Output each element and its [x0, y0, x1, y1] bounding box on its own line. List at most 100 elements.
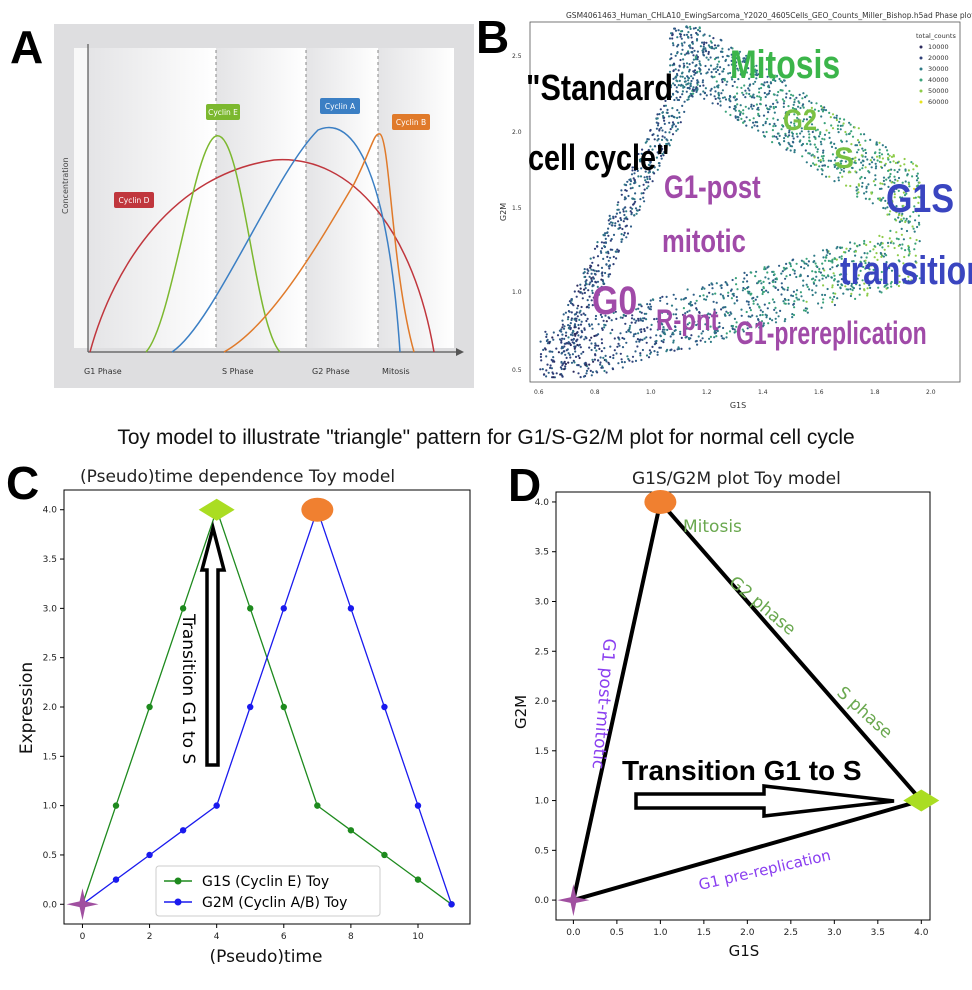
- cell-point: [596, 280, 600, 283]
- cell-point: [858, 284, 861, 287]
- cell-point: [574, 355, 578, 358]
- cell-point: [815, 102, 818, 105]
- cell-point: [861, 164, 865, 167]
- cell-point: [839, 128, 842, 131]
- cell-point: [705, 56, 708, 59]
- cell-point: [759, 96, 762, 99]
- cell-point: [821, 249, 825, 252]
- cell-point: [567, 316, 570, 319]
- cell-point: [859, 133, 862, 136]
- cell-point: [886, 206, 889, 209]
- cell-point: [864, 148, 867, 151]
- cell-point: [705, 94, 708, 97]
- cell-point: [897, 189, 900, 192]
- cell-point: [859, 260, 862, 263]
- cell-point: [767, 108, 770, 111]
- cell-point: [539, 368, 542, 371]
- cell-point: [633, 198, 636, 201]
- cell-point: [659, 108, 662, 111]
- cell-point: [772, 285, 775, 288]
- cell-point: [605, 371, 608, 374]
- cell-point: [771, 141, 774, 144]
- panel-a-phase-s: S Phase: [222, 367, 254, 376]
- cell-point: [683, 33, 686, 37]
- cell-point: [728, 106, 731, 109]
- cell-point: [913, 230, 916, 233]
- cell-point: [672, 339, 675, 342]
- cell-point: [888, 213, 891, 216]
- cell-point: [907, 183, 911, 186]
- cell-point: [796, 135, 799, 138]
- cell-point: [809, 143, 812, 146]
- cell-point: [612, 233, 616, 236]
- cell-point: [566, 318, 570, 321]
- cell-point: [872, 180, 875, 183]
- transition-arrow-d: [634, 784, 895, 818]
- cell-point: [833, 257, 836, 260]
- cell-point: [873, 278, 876, 282]
- cell-point: [745, 92, 748, 95]
- cell-point: [849, 247, 852, 250]
- cell-point: [562, 313, 565, 316]
- panel-a-phase-g1: G1 Phase: [84, 367, 122, 376]
- cell-point: [580, 313, 583, 316]
- cell-point: [708, 291, 711, 294]
- cell-point: [838, 120, 841, 123]
- cell-point: [624, 225, 627, 228]
- cell-point: [633, 169, 637, 172]
- cell-point: [875, 141, 878, 144]
- cell-point: [749, 315, 752, 318]
- cell-point: [680, 37, 683, 40]
- cell-point: [659, 296, 662, 300]
- cell-point: [790, 121, 793, 124]
- cell-point: [741, 289, 744, 292]
- cell-point: [643, 329, 646, 333]
- cell-point: [651, 148, 654, 151]
- cell-point: [617, 342, 620, 345]
- cell-point: [874, 270, 877, 273]
- cell-point: [625, 341, 628, 344]
- cell-point: [641, 148, 644, 151]
- cell-point: [807, 264, 810, 267]
- cell-point: [640, 328, 643, 331]
- cell-point: [771, 129, 774, 132]
- cell-point: [604, 232, 607, 235]
- cell-point: [741, 328, 744, 331]
- cell-point: [854, 297, 857, 300]
- cell-point: [655, 156, 658, 159]
- cell-point: [833, 278, 836, 281]
- cell-point: [630, 173, 634, 176]
- cell-point: [823, 138, 826, 141]
- cell-point: [612, 263, 615, 266]
- cell-point: [727, 72, 730, 75]
- cell-point: [720, 92, 723, 95]
- cell-point: [756, 295, 759, 298]
- cell-point: [551, 350, 554, 353]
- cell-point: [808, 115, 811, 119]
- cell-point: [687, 31, 690, 34]
- cell-point: [593, 358, 596, 361]
- cell-point: [842, 167, 846, 170]
- cell-point: [666, 108, 669, 111]
- cell-point: [567, 327, 570, 330]
- cell-point: [735, 283, 738, 286]
- panel-letter-d: D: [508, 459, 542, 511]
- cell-point: [748, 92, 751, 96]
- cell-point: [895, 205, 898, 208]
- cell-point: [795, 132, 798, 135]
- cell-point: [745, 67, 748, 70]
- cell-point: [596, 285, 599, 288]
- cell-point: [682, 66, 685, 69]
- cell-point: [829, 268, 832, 271]
- cell-point: [679, 58, 682, 62]
- cell-point: [880, 270, 883, 274]
- cell-point: [772, 102, 775, 105]
- cell-point: [638, 340, 641, 343]
- cell-point: [698, 295, 702, 298]
- cell-point: [712, 321, 715, 324]
- cell-point: [729, 71, 732, 75]
- cell-point: [646, 326, 649, 329]
- cell-point: [767, 291, 770, 294]
- cell-point: [768, 282, 771, 285]
- cell-point: [625, 210, 628, 213]
